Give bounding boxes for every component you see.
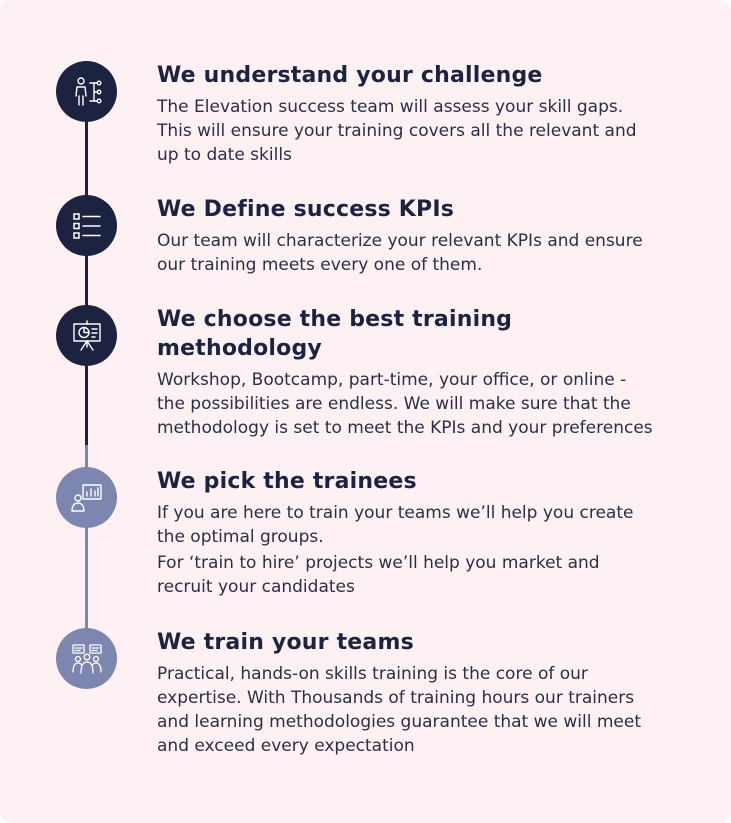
step-description: If you are here to train your teams we’l…	[157, 503, 634, 547]
step-description: Workshop, Bootcamp, part-time, your offi…	[157, 370, 653, 438]
step-train-teams: We train your teams Practical, hands-on …	[157, 628, 697, 758]
step-description: Our team will characterize your relevant…	[157, 231, 643, 275]
step-title: We pick the trainees	[157, 469, 417, 494]
step-title: We train your teams	[157, 630, 414, 655]
step-description-secondary: For ‘train to hire’ projects we’ll help …	[157, 553, 600, 597]
step-title: We understand your challenge	[157, 63, 543, 88]
step-define-kpis: We Define success KPIs Our team will cha…	[157, 195, 697, 277]
timeline-line-completed	[85, 92, 88, 445]
step-choose-methodology: We choose the best training methodology …	[157, 305, 697, 440]
step-understand-challenge: We understand your challenge The Elevati…	[157, 61, 697, 167]
step-title: We Define success KPIs	[157, 197, 455, 222]
step-description: Practical, hands-on skills training is t…	[157, 664, 642, 756]
step-pick-trainees: We pick the trainees If you are here to …	[157, 467, 697, 599]
presentation-board-icon	[56, 305, 117, 366]
team-training-icon	[56, 628, 117, 689]
person-network-icon	[56, 61, 117, 122]
checklist-icon	[56, 195, 117, 256]
step-description: The Elevation success team will assess y…	[157, 97, 637, 165]
step-title: We choose the best training methodology	[157, 307, 513, 361]
timeline-line-upcoming	[85, 445, 88, 658]
analytics-user-icon	[56, 467, 117, 528]
